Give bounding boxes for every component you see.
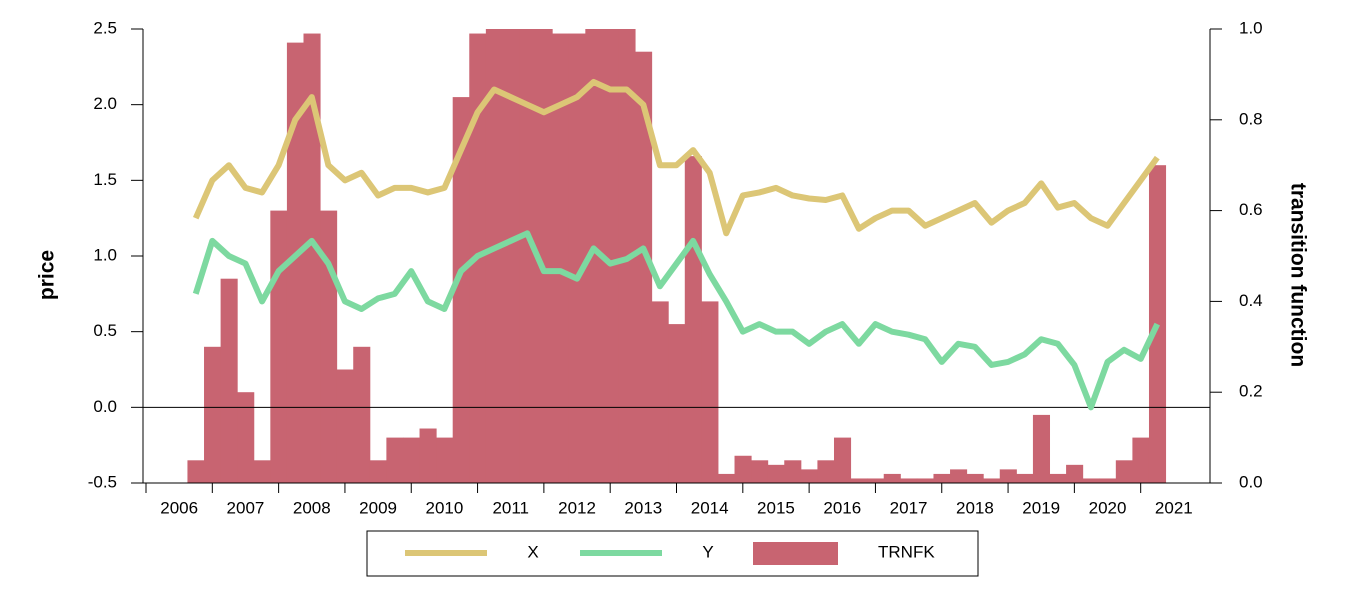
bar (303, 33, 321, 483)
bar (784, 460, 802, 483)
bar (585, 29, 603, 483)
bar (369, 460, 387, 483)
legend-box (366, 530, 979, 577)
bar (286, 42, 304, 484)
bar (601, 29, 619, 483)
bar (900, 478, 918, 483)
y-tick-label: 0.0 (93, 397, 117, 416)
bar (983, 478, 1001, 483)
y-tick-label: -0.5 (88, 472, 117, 491)
bar (220, 278, 238, 483)
bar (386, 437, 404, 483)
bar (850, 478, 868, 483)
bar (999, 469, 1017, 483)
bar (817, 460, 835, 483)
bar (336, 369, 354, 483)
bar (966, 473, 984, 483)
x-tick-label: 2015 (757, 498, 795, 517)
bar (535, 29, 553, 483)
x-tick-label: 2011 (492, 498, 529, 517)
x-tick-label: 2021 (1155, 498, 1193, 517)
y-tick-label: 1.5 (93, 170, 117, 189)
bar (668, 324, 686, 483)
line-series (192, 78, 1160, 237)
x-tick-label: 2017 (890, 498, 928, 517)
x-tick-label: 2016 (823, 498, 861, 517)
bar (950, 469, 968, 483)
y-tick-label: 2.5 (93, 18, 117, 37)
bar (1016, 473, 1034, 483)
legend-label: Y (702, 542, 713, 561)
y-tick-label: 0.5 (93, 321, 117, 340)
bar (452, 97, 470, 483)
bar (751, 460, 769, 483)
bar (717, 473, 736, 483)
legend-swatch (753, 542, 838, 565)
bar (651, 301, 669, 483)
y2-tick-label: 0.6 (1239, 200, 1263, 219)
x-tick-label: 2014 (691, 498, 729, 517)
bar (1066, 464, 1084, 483)
x-tick-label: 2020 (1089, 498, 1127, 517)
x-tick-label: 2013 (624, 498, 662, 517)
bar (800, 469, 818, 483)
bar (635, 51, 653, 483)
bar (270, 210, 288, 483)
line-series (192, 230, 1160, 411)
bar (867, 478, 885, 483)
y-axis-title: price (36, 250, 59, 300)
bar (1049, 473, 1067, 483)
bar (684, 156, 702, 483)
bar (1115, 460, 1133, 483)
x-tick-label: 2018 (956, 498, 994, 517)
x-tick-label: 2009 (359, 498, 397, 517)
bar (734, 455, 752, 483)
y2-tick-label: 0.8 (1239, 109, 1263, 128)
y2-tick-label: 0.2 (1239, 382, 1263, 401)
y-tick-label: 2.0 (93, 94, 117, 113)
x-tick-label: 2012 (558, 498, 596, 517)
y2-axis-title: transition function (1286, 183, 1309, 367)
y2-tick-label: 1.0 (1239, 18, 1263, 37)
bar (237, 392, 255, 483)
legend-label: X (527, 542, 538, 561)
bar (204, 346, 222, 483)
bar (485, 29, 503, 483)
x-tick-label: 2007 (227, 498, 265, 517)
bar (253, 460, 271, 483)
y2-tick-label: 0.4 (1239, 291, 1263, 310)
y-tick-label: 1.0 (93, 245, 117, 264)
bar (933, 473, 951, 483)
x-tick-label: 2008 (293, 498, 331, 517)
y2-tick-label: 0.0 (1239, 472, 1263, 491)
x-tick-label: 2006 (160, 498, 198, 517)
bar (767, 464, 785, 483)
bar (502, 29, 520, 483)
bar (1148, 165, 1167, 483)
bar (187, 460, 205, 483)
bar (833, 437, 852, 483)
bar (402, 437, 421, 483)
x-tick-label: 2010 (425, 498, 463, 517)
bar (568, 33, 586, 483)
bar (419, 428, 437, 483)
bar (1132, 437, 1150, 483)
bar (1082, 478, 1100, 483)
bar (883, 473, 901, 483)
legend-label: TRNFK (878, 542, 935, 561)
bar (701, 301, 719, 483)
bar (519, 29, 537, 483)
bar (1099, 478, 1117, 483)
bar (916, 478, 934, 483)
bar (1032, 414, 1051, 483)
bar (353, 346, 371, 483)
bar (436, 437, 454, 483)
bar (552, 33, 570, 483)
x-tick-label: 2019 (1022, 498, 1060, 517)
